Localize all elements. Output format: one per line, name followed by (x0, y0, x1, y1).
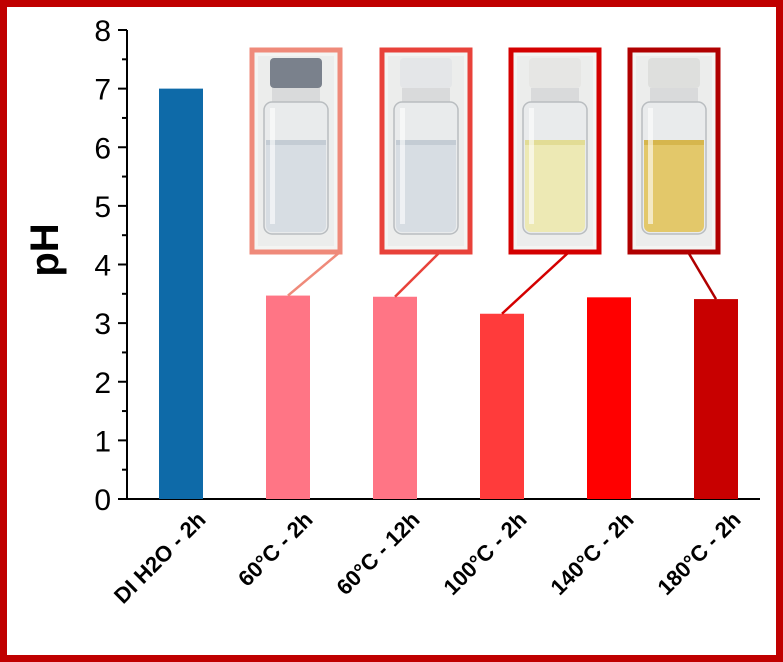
vial-neck (402, 88, 450, 102)
bar (694, 299, 738, 499)
glass-highlight (529, 108, 534, 224)
liquid-meniscus (644, 140, 704, 145)
connector-line (287, 251, 341, 297)
vial-inset (249, 47, 343, 255)
vial-liquid (396, 140, 456, 232)
y-tick-label: 3 (94, 308, 111, 341)
vial-neck (531, 88, 579, 102)
connector-line (686, 251, 718, 300)
y-tick-label: 1 (94, 425, 111, 458)
vial-neck (272, 88, 320, 102)
inset-connectors (287, 251, 718, 315)
bar (587, 297, 631, 499)
vial-cap (270, 58, 322, 88)
x-tick-label: 100°C - 2h (438, 507, 531, 600)
y-axis-title: pH (23, 223, 67, 276)
vial-liquid (525, 140, 585, 232)
x-tick-label: 60°C - 12h (331, 507, 424, 600)
axes: 0 1 2 3 4 5 6 7 8 (94, 15, 760, 517)
x-tick-label: 180°C - 2h (652, 507, 745, 600)
vial-liquid (266, 140, 326, 232)
y-tick-label: 0 (94, 484, 111, 517)
liquid-meniscus (525, 140, 585, 145)
glass-highlight (400, 108, 405, 224)
y-tick-label: 4 (94, 250, 111, 283)
y-tick-label: 2 (94, 367, 111, 400)
vial-cap (529, 58, 581, 88)
vial-cap (400, 58, 452, 88)
vial-liquid (644, 140, 704, 232)
y-tick-label: 5 (94, 191, 111, 224)
connector-line (394, 251, 441, 298)
y-tick-label: 6 (94, 132, 111, 165)
category-labels: DI H2O - 2h 60°C - 2h 60°C - 12h 100°C - 2h… (109, 507, 746, 609)
vial-neck (650, 88, 698, 102)
bar (159, 88, 203, 499)
vial-inset (379, 47, 473, 255)
bar (373, 296, 417, 499)
x-tick-label: 140°C - 2h (545, 507, 638, 600)
y-tick-label: 8 (94, 15, 111, 48)
x-tick-label: 60°C - 2h (233, 507, 317, 591)
liquid-meniscus (266, 140, 326, 145)
glass-highlight (270, 108, 275, 224)
x-tick-label: DI H2O - 2h (109, 507, 211, 609)
vial-inset (508, 47, 602, 255)
bars (159, 88, 738, 499)
liquid-meniscus (396, 140, 456, 145)
glass-highlight (648, 108, 653, 224)
y-tick-label: 7 (94, 74, 111, 107)
vial-inset (627, 47, 721, 255)
vial-insets (249, 47, 721, 255)
bar (480, 313, 524, 499)
connector-line (501, 251, 570, 315)
vial-cap (648, 58, 700, 88)
bar (266, 295, 310, 499)
